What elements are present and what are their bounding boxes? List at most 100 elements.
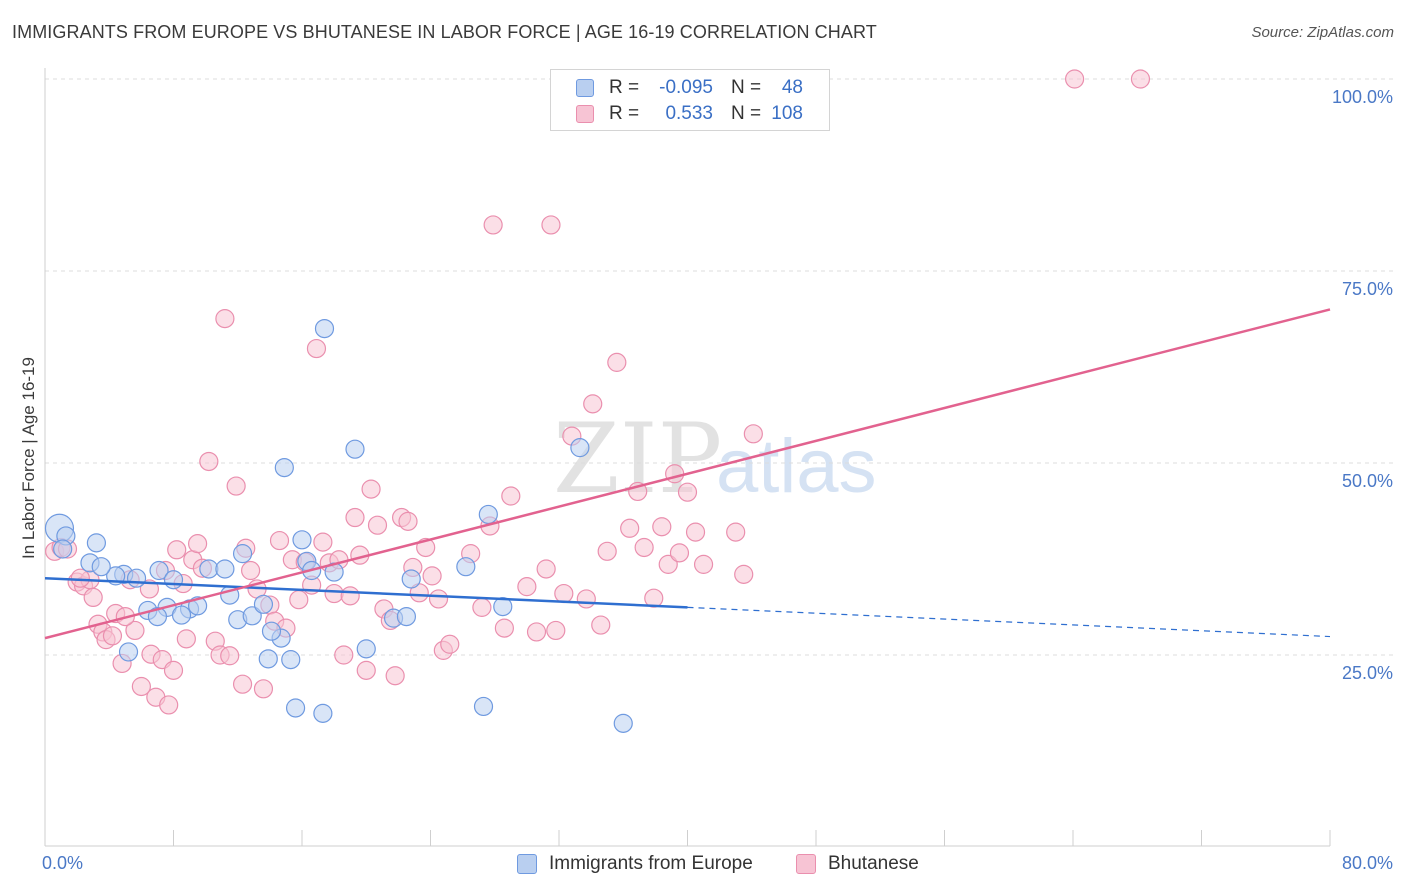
data-point <box>261 621 282 641</box>
bottom-legend-swatch-europe <box>517 854 537 874</box>
data-point <box>1130 69 1151 89</box>
data-point <box>591 615 611 635</box>
data-point <box>665 464 685 484</box>
correlation-legend: R = -0.095 N = 48 R = 0.533 N = 108 <box>550 69 830 131</box>
data-point <box>220 646 240 666</box>
data-point <box>187 534 208 554</box>
legend-r-value-bhutanese: 0.533 <box>665 103 713 124</box>
data-point <box>232 674 253 694</box>
data-point <box>292 530 312 550</box>
data-point <box>171 605 192 625</box>
data-point <box>281 650 301 670</box>
data-point <box>669 543 690 563</box>
data-point <box>149 560 169 581</box>
data-point <box>131 676 151 697</box>
data-point <box>634 537 654 558</box>
legend-row-europe: R = -0.095 N = 48 <box>551 75 829 101</box>
data-point <box>306 338 327 359</box>
legend-r-value-europe: -0.095 <box>659 77 713 98</box>
data-point <box>726 522 746 542</box>
data-point <box>340 586 360 606</box>
trend-line-europe <box>44 576 688 609</box>
data-point <box>289 590 309 610</box>
bottom-legend-swatch-bhutanese <box>796 854 816 874</box>
data-point <box>285 698 306 718</box>
data-point <box>125 620 145 641</box>
data-point <box>554 583 574 604</box>
data-point <box>546 620 566 641</box>
data-point <box>199 559 219 579</box>
data-point <box>576 589 596 609</box>
bhutanese-points <box>45 69 1151 715</box>
tick-labels: 25.0% 50.0% 75.0% 100.0% 0.0% 80.0% <box>42 87 1393 873</box>
data-point <box>570 438 590 458</box>
data-point <box>385 666 405 686</box>
data-point <box>253 679 274 699</box>
data-point <box>324 583 344 604</box>
data-point <box>483 215 503 235</box>
data-point <box>345 507 365 528</box>
data-point <box>334 645 354 665</box>
data-point <box>541 215 561 235</box>
data-point <box>226 476 246 496</box>
data-point <box>215 559 235 579</box>
legend-r-label: R = <box>609 103 640 124</box>
legend-n-label: N = <box>731 77 762 98</box>
data-point <box>86 533 107 553</box>
data-point <box>199 451 219 472</box>
legend-row-bhutanese: R = 0.533 N = 108 <box>551 101 829 127</box>
data-point <box>644 588 664 608</box>
data-point <box>685 522 706 542</box>
data-point <box>677 482 698 502</box>
data-point <box>241 560 261 581</box>
y-axis-label: In Labor Force | Age 16-19 <box>19 357 38 559</box>
data-point <box>159 695 179 715</box>
data-point <box>478 504 498 525</box>
data-point <box>517 577 537 597</box>
data-point <box>493 597 513 617</box>
x-tick-label: 80.0% <box>1342 853 1393 873</box>
data-point <box>147 606 168 627</box>
data-point <box>313 703 333 723</box>
data-point <box>163 570 184 590</box>
data-point <box>345 439 365 459</box>
y-tick-label: 75.0% <box>1342 279 1393 299</box>
data-point <box>428 589 449 609</box>
data-point <box>526 622 547 642</box>
bottom-legend-label-bhutanese: Bhutanese <box>828 853 919 874</box>
watermark: ZIP atlas <box>553 403 877 515</box>
data-point <box>258 649 278 669</box>
data-point <box>163 660 184 680</box>
trend-line-bhutanese <box>44 308 1331 640</box>
data-point <box>494 618 514 638</box>
data-point <box>242 606 262 626</box>
data-point <box>91 557 111 577</box>
data-point <box>620 518 640 538</box>
data-point <box>401 569 421 589</box>
data-point <box>607 352 627 372</box>
data-point <box>367 515 388 535</box>
watermark-atlas: atlas <box>716 424 877 509</box>
data-point <box>126 568 147 588</box>
legend-r-label: R = <box>609 77 640 98</box>
data-point <box>167 540 187 560</box>
data-point <box>456 557 476 577</box>
data-point <box>102 626 123 646</box>
data-point <box>356 639 376 659</box>
data-point <box>269 530 290 551</box>
europe-points <box>44 319 633 733</box>
data-point <box>176 629 196 649</box>
x-tick-label: 0.0% <box>42 853 83 873</box>
source-label: Source: ZipAtlas.com <box>1251 24 1394 41</box>
data-point <box>613 713 633 733</box>
legend-swatch-bhutanese <box>576 105 594 123</box>
data-point <box>356 660 376 680</box>
legend-swatch-europe <box>576 79 594 97</box>
data-point <box>583 394 603 414</box>
data-point <box>440 634 460 654</box>
data-point <box>658 554 678 574</box>
axes <box>44 68 1331 847</box>
data-point <box>53 539 73 559</box>
data-point <box>361 479 381 499</box>
